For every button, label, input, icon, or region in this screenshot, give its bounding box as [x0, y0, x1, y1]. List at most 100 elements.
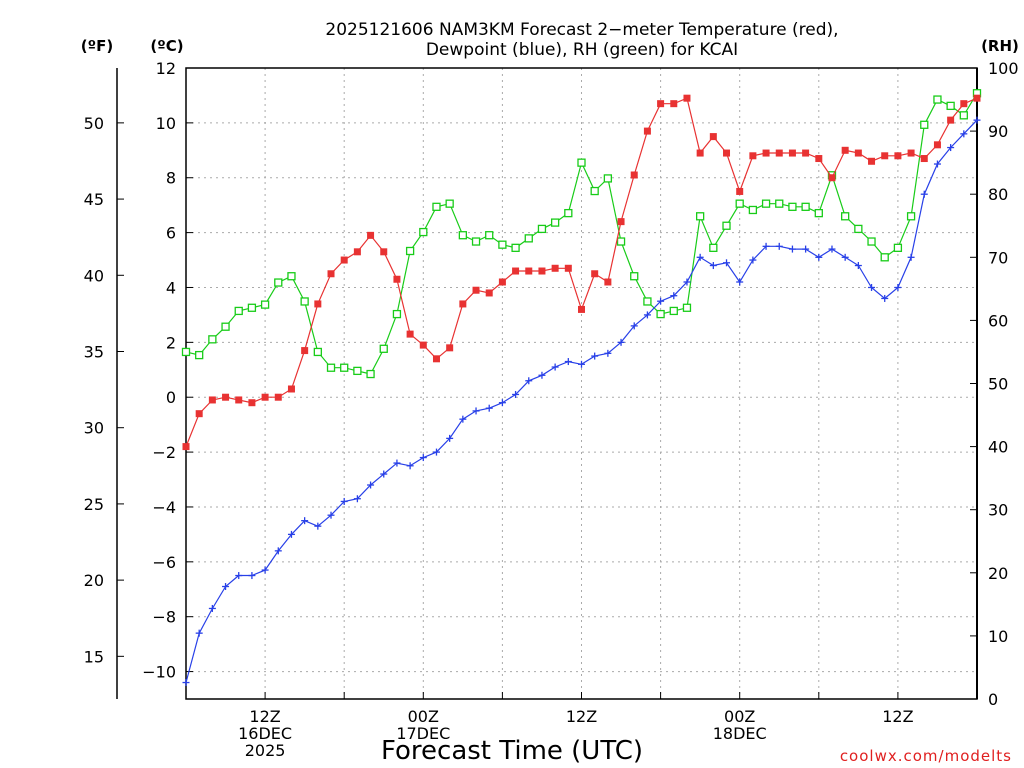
dewpoint-point — [973, 116, 981, 124]
dewpoint-point — [775, 242, 783, 250]
celsius-tick-label: 0 — [166, 388, 176, 407]
fahrenheit-tick-label: 25 — [84, 495, 104, 514]
dewpoint-point — [868, 283, 876, 291]
dewpoint-point — [340, 497, 348, 505]
temperature-point — [512, 267, 520, 275]
dewpoint-point — [512, 390, 520, 398]
temperature-point — [459, 300, 467, 308]
dewpoint-point — [578, 360, 585, 368]
dewpoint-point — [459, 415, 467, 423]
rh-point — [313, 347, 322, 357]
temperature-point — [525, 267, 533, 275]
dewpoint-point — [274, 547, 282, 555]
dewpoint-point — [933, 160, 941, 168]
temperature-point — [591, 270, 599, 278]
temperature-point — [367, 231, 375, 239]
dewpoint-point — [287, 530, 295, 538]
rh-point — [788, 202, 797, 211]
rh-tick-label: 20 — [988, 564, 1008, 583]
x-tick-label: 00Z — [724, 707, 755, 726]
chart-title-line2: Dewpoint (blue), RH (green) for KCAI — [426, 40, 738, 60]
rh-point — [537, 224, 547, 234]
dewpoint-point — [881, 294, 889, 302]
temperature-point — [578, 305, 585, 313]
celsius-tick-label: −2 — [152, 443, 176, 462]
temperature-point — [696, 149, 704, 157]
temperature-point — [762, 149, 770, 157]
temperature-point — [485, 289, 493, 297]
temperature-point — [419, 341, 427, 349]
rh-tick-label: 100 — [988, 59, 1019, 78]
dewpoint-point — [301, 517, 309, 525]
dewpoint-point — [841, 253, 849, 261]
temperature-point — [393, 275, 401, 283]
tick-labels: −10−8−6−4−202468101215202530354045500102… — [84, 59, 1019, 760]
celsius-tick-label: 12 — [156, 59, 176, 78]
series-rh — [181, 89, 982, 379]
unit-label-rh: (RH) — [981, 37, 1019, 55]
rh-point — [920, 120, 929, 129]
rh-point — [432, 202, 441, 211]
temperature-point — [235, 396, 243, 404]
rh-tick-label: 90 — [988, 122, 1008, 141]
temperature-point — [723, 149, 731, 157]
rh-point — [326, 363, 336, 372]
rh-tick-label: 30 — [988, 501, 1008, 520]
dewpoint-point — [222, 583, 230, 591]
dewpoint-point — [208, 604, 216, 612]
rh-point — [682, 303, 692, 312]
temperature-point — [788, 149, 796, 157]
rh-point — [234, 306, 243, 316]
dewpoint-point — [920, 190, 928, 198]
x-tick-label: 16DEC — [238, 724, 292, 743]
temperature-point — [551, 264, 559, 272]
temperature-point — [498, 278, 506, 286]
temperature-point — [261, 393, 269, 401]
dewpoint-point — [670, 292, 678, 300]
x-tick-label: 12Z — [566, 707, 597, 726]
temperature-point — [182, 443, 190, 451]
celsius-tick-label: 10 — [156, 114, 176, 133]
rh-point — [181, 347, 191, 357]
dewpoint-point — [472, 407, 480, 415]
temperature-point — [287, 385, 295, 393]
rh-point — [959, 111, 968, 120]
rh-point — [247, 303, 257, 312]
dewpoint-point — [248, 572, 256, 580]
dewpoint-point — [696, 253, 704, 261]
dewpoint-point — [538, 371, 546, 379]
x-axis-label: Forecast Time (UTC) — [381, 736, 643, 766]
temperature-point — [881, 152, 889, 160]
rh-point — [841, 212, 850, 221]
celsius-tick-label: 4 — [166, 278, 176, 297]
rh-point — [630, 272, 639, 281]
temperature-point — [617, 218, 625, 226]
x-tick-label: 00Z — [408, 707, 439, 726]
temperature-point — [828, 174, 836, 182]
temperature-point — [446, 344, 454, 352]
dewpoint-point — [485, 404, 493, 412]
rh-point — [696, 212, 705, 221]
dewpoint-point — [446, 434, 454, 442]
temperature-point — [947, 116, 955, 124]
rh-point — [274, 278, 283, 287]
temperature-point — [973, 94, 981, 102]
temperature-point — [933, 141, 941, 149]
dewpoint-point — [709, 262, 717, 270]
celsius-tick-label: −8 — [152, 608, 176, 627]
dewpoint-point — [630, 322, 638, 330]
rh-point — [933, 95, 942, 104]
rh-point — [498, 240, 507, 249]
temperature-point — [749, 152, 757, 160]
rh-point — [854, 224, 863, 234]
fahrenheit-tick-label: 40 — [84, 266, 104, 285]
x-tick-label: 12Z — [882, 707, 913, 726]
credit-text: coolwx.com/modelts — [840, 747, 1012, 765]
temperature-point — [380, 248, 388, 256]
rh-tick-label: 70 — [988, 248, 1008, 267]
rh-point — [458, 231, 468, 240]
rh-point — [550, 218, 560, 227]
rh-point — [287, 272, 296, 281]
dewpoint-point — [617, 338, 625, 346]
